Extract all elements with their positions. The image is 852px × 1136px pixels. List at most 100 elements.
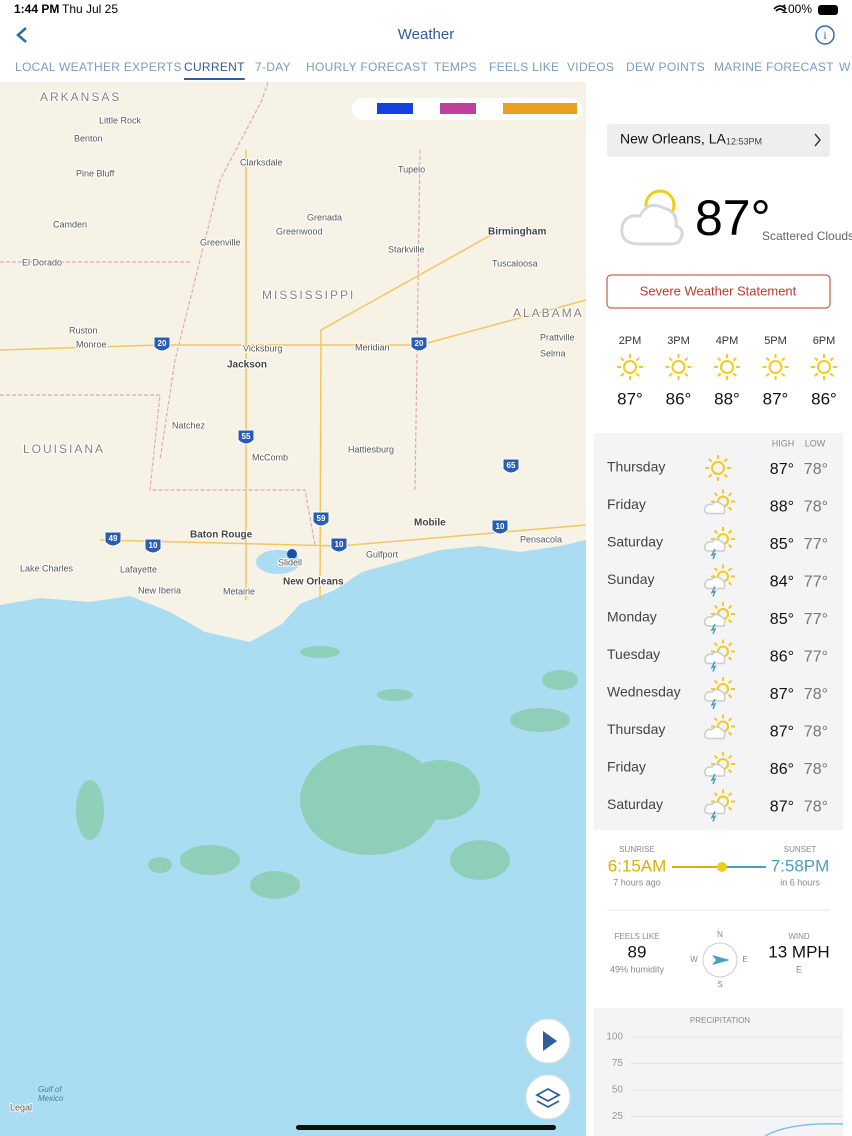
cloud-icon: [704, 688, 726, 702]
day-name: Thursday: [607, 459, 665, 475]
humidity: 49% humidity: [610, 964, 665, 974]
sun-ray: [713, 642, 719, 647]
day-high: 87°: [770, 461, 794, 478]
roads: [0, 150, 587, 601]
wind-dir: E: [796, 964, 802, 974]
layers-button[interactable]: [525, 1074, 571, 1120]
map-label: Birmingham: [488, 227, 546, 238]
back-button[interactable]: [16, 27, 27, 43]
sun-ray: [727, 754, 733, 760]
cloud-icon: [704, 763, 726, 777]
day-low: 78°: [804, 761, 828, 778]
map-label: Jackson: [227, 360, 267, 371]
sun-ray: [829, 357, 834, 362]
sunrise-time: 6:15AM: [608, 856, 667, 875]
shield: [330, 537, 348, 553]
high-label: HIGH: [772, 438, 795, 448]
day-name: Wednesday: [607, 684, 681, 700]
map-label: ARKANSAS: [40, 90, 121, 104]
cloud-icon: [704, 501, 726, 515]
day-low: 77°: [804, 611, 828, 628]
tab[interactable]: LOCAL WEATHER EXPERTS: [15, 60, 182, 74]
shield: [502, 458, 520, 474]
tab[interactable]: VIDEOS: [567, 60, 614, 74]
map[interactable]: ARKANSAS Little Rock Benton Pine Bluff Camde…: [0, 81, 587, 1136]
day-name: Saturday: [607, 534, 663, 550]
bolt-icon: [710, 623, 717, 635]
location-pin: [287, 549, 297, 559]
feels-label: FEELS LIKE: [615, 932, 660, 941]
hour-temp: 86°: [811, 389, 837, 408]
day-high: 87°: [770, 799, 794, 816]
info-icon: i: [823, 28, 827, 42]
day-low: 78°: [804, 499, 828, 516]
cloud-icon: [704, 801, 726, 815]
cloud-icon: [704, 651, 726, 665]
shield-number: 55: [242, 432, 251, 441]
map-label: LOUISIANA: [23, 442, 105, 456]
shield-number: 65: [507, 461, 516, 470]
sun-position: [717, 862, 727, 872]
sun-icon: [623, 360, 637, 374]
map-label: Slidell: [278, 557, 302, 567]
sun-ray: [829, 372, 834, 377]
sun-ray: [713, 679, 719, 685]
hour-time: 6PM: [813, 335, 836, 347]
sun-icon: [768, 360, 783, 374]
sun-ray: [727, 618, 733, 624]
sun-icon: [671, 360, 686, 374]
location-bar[interactable]: [607, 124, 830, 157]
compass-e: E: [742, 955, 747, 964]
tab[interactable]: TEMPS: [434, 60, 477, 74]
tab[interactable]: W: [839, 60, 851, 74]
compass-w: W: [690, 955, 698, 964]
day-low: 78°: [804, 724, 828, 741]
tab-bar: LOCAL WEATHER EXPERTS CURRENT 7-DAY HOURLY …: [15, 60, 851, 80]
day-low: 77°: [804, 536, 828, 553]
day-name: Sunday: [607, 571, 654, 587]
day-high: 85°: [770, 536, 794, 553]
current-temp: 87°: [695, 190, 771, 246]
hour-temp: 87°: [763, 389, 789, 408]
day-low: 77°: [804, 649, 828, 666]
map-label: Tuscaloosa: [492, 258, 538, 268]
bolt-icon: [710, 698, 717, 710]
cloud-icon: [704, 538, 726, 552]
cloud-icon: [704, 576, 726, 590]
sunrise-label: SUNRISE: [619, 845, 655, 854]
sun-ray: [727, 604, 733, 610]
tab[interactable]: FEELS LIKE: [489, 60, 559, 74]
tab[interactable]: 7-DAY: [255, 60, 291, 74]
map-label: Greenville: [200, 237, 241, 247]
legend-colors: [377, 103, 577, 114]
alert-button[interactable]: [606, 274, 831, 309]
map-label: Camden: [53, 219, 87, 229]
tab[interactable]: CURRENT: [184, 60, 245, 74]
sunset-time: 7:58PM: [771, 856, 830, 875]
sun-ray: [765, 357, 770, 362]
map-label: Benton: [74, 133, 103, 143]
precip-bg: [594, 1008, 843, 1136]
shield: [491, 519, 509, 535]
radar: [76, 646, 578, 899]
tab[interactable]: HOURLY FORECAST: [306, 60, 428, 74]
day-name: Saturday: [607, 796, 663, 812]
map-label: Clarksdale: [240, 157, 283, 167]
map-label: El Dorado: [22, 257, 62, 267]
info-button[interactable]: [815, 25, 835, 45]
sunset-label: SUNSET: [784, 845, 817, 854]
header-bg: [0, 0, 852, 82]
day-high: 84°: [770, 574, 794, 591]
map-label: Tupelo: [398, 164, 425, 174]
map-label: Mexico: [38, 1094, 64, 1103]
precip-tick: 75: [612, 1058, 624, 1069]
sun-ray: [814, 372, 819, 377]
tab[interactable]: DEW POINTS: [626, 60, 705, 74]
alert-text: Severe Weather Statement: [640, 283, 797, 298]
sun-ray: [713, 567, 719, 572]
tab[interactable]: MARINE FORECAST: [714, 60, 834, 74]
sun-ray: [717, 357, 722, 362]
sun-ray: [668, 357, 673, 362]
current-condition: Scattered Clouds: [762, 229, 852, 243]
